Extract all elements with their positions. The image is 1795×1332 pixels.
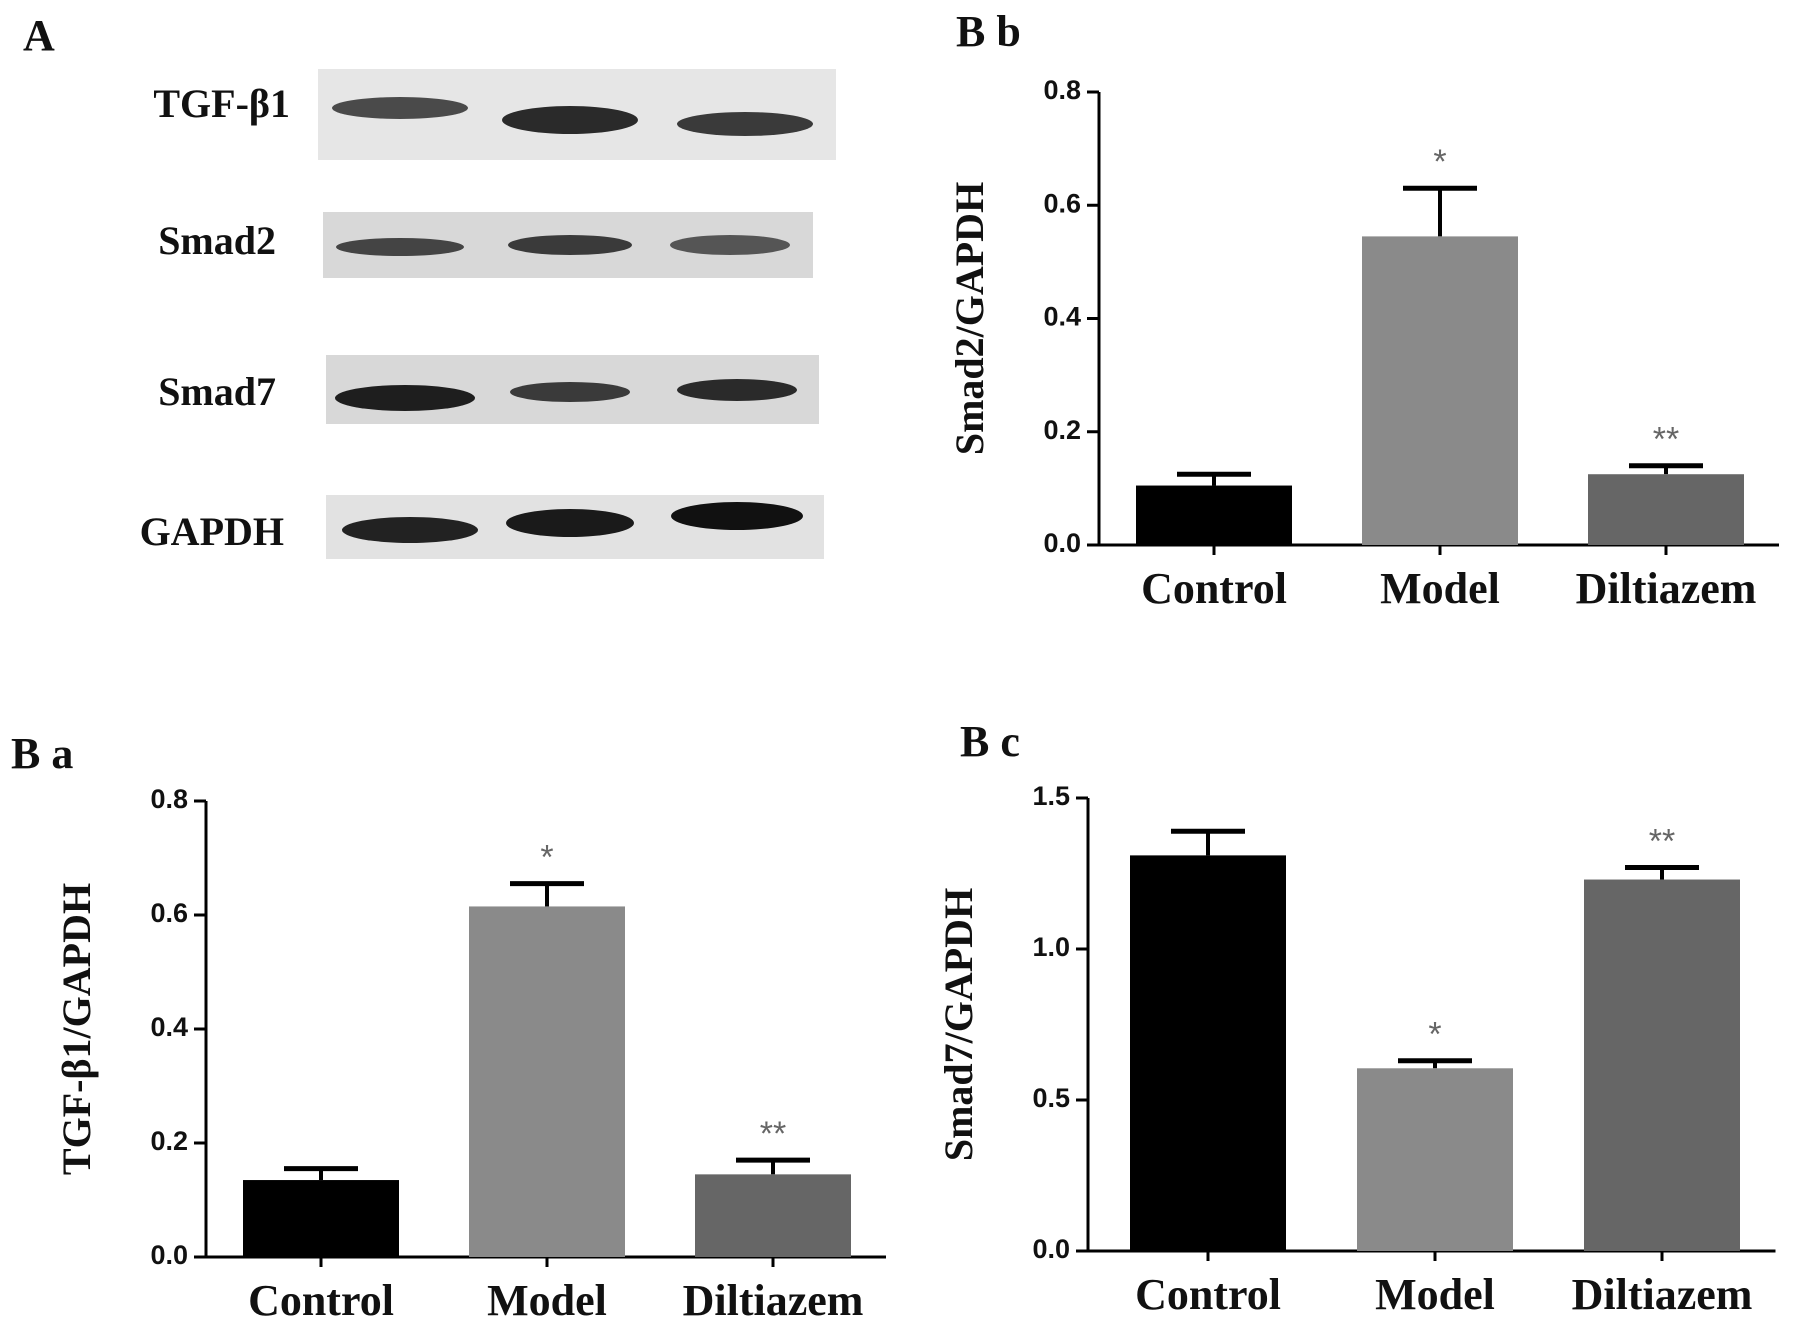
- bar: [1362, 236, 1518, 546]
- blot-band: [670, 235, 790, 255]
- blot-row-label: Smad7: [158, 369, 276, 414]
- y-tick-label: 0.5: [1032, 1083, 1070, 1113]
- panel-label: A: [23, 11, 55, 60]
- significance-label: **: [1649, 822, 1675, 860]
- blot-band: [510, 382, 630, 402]
- y-tick-label: 1.0: [1032, 932, 1070, 962]
- bar: [1130, 855, 1286, 1251]
- blot-band: [335, 385, 475, 411]
- significance-label: **: [760, 1115, 786, 1153]
- y-tick-label: 0.4: [1043, 302, 1081, 332]
- bar: [695, 1174, 851, 1257]
- blot-band: [342, 517, 478, 543]
- y-axis-label: Smad7/GAPDH: [936, 888, 981, 1161]
- y-tick-label: 1.5: [1032, 781, 1070, 811]
- x-tick-label: Diltiazem: [683, 1276, 864, 1325]
- x-tick-label: Model: [1375, 1270, 1495, 1319]
- x-tick-label: Control: [1141, 564, 1287, 613]
- significance-label: *: [1433, 143, 1446, 181]
- significance-label: *: [540, 839, 553, 877]
- blot-row-label: Smad2: [158, 218, 276, 263]
- y-tick-label: 0.8: [150, 784, 188, 814]
- panel-label: B a: [11, 729, 73, 778]
- blot-band: [506, 509, 634, 537]
- x-tick-label: Model: [1380, 564, 1500, 613]
- y-tick-label: 0.0: [1043, 528, 1081, 558]
- blot-band: [671, 502, 803, 530]
- blot-band: [502, 106, 638, 134]
- blot-band: [508, 235, 632, 255]
- y-axis-label: TGF-β1/GAPDH: [54, 883, 99, 1175]
- blot-band: [336, 238, 464, 256]
- y-tick-label: 0.2: [1043, 415, 1081, 445]
- blot-band: [677, 379, 797, 401]
- y-tick-label: 0.8: [1043, 75, 1081, 105]
- blot-row-label: GAPDH: [140, 509, 284, 554]
- y-tick-label: 0.2: [150, 1126, 188, 1156]
- bar: [1584, 879, 1740, 1251]
- y-tick-label: 0.4: [150, 1012, 188, 1042]
- bar: [243, 1180, 399, 1257]
- x-tick-label: Diltiazem: [1572, 1270, 1753, 1319]
- bar: [469, 906, 625, 1257]
- y-tick-label: 0.0: [1032, 1234, 1070, 1264]
- bar: [1588, 474, 1744, 545]
- blot-band: [677, 112, 813, 136]
- x-tick-label: Control: [248, 1276, 394, 1325]
- bar: [1136, 485, 1292, 545]
- y-tick-label: 0.6: [1043, 188, 1081, 218]
- significance-label: **: [1653, 421, 1679, 459]
- y-tick-label: 0.0: [150, 1240, 188, 1270]
- x-tick-label: Diltiazem: [1576, 564, 1757, 613]
- y-axis-label: Smad2/GAPDH: [947, 182, 992, 455]
- blot-row-label: TGF-β1: [153, 81, 290, 126]
- x-tick-label: Control: [1135, 1270, 1281, 1319]
- significance-label: *: [1428, 1016, 1441, 1054]
- western-blot: [318, 69, 836, 559]
- panel-label: B b: [956, 7, 1021, 56]
- panel-label: B c: [960, 717, 1020, 766]
- bar: [1357, 1068, 1513, 1251]
- y-tick-label: 0.6: [150, 898, 188, 928]
- blot-band: [332, 97, 468, 119]
- x-tick-label: Model: [487, 1276, 607, 1325]
